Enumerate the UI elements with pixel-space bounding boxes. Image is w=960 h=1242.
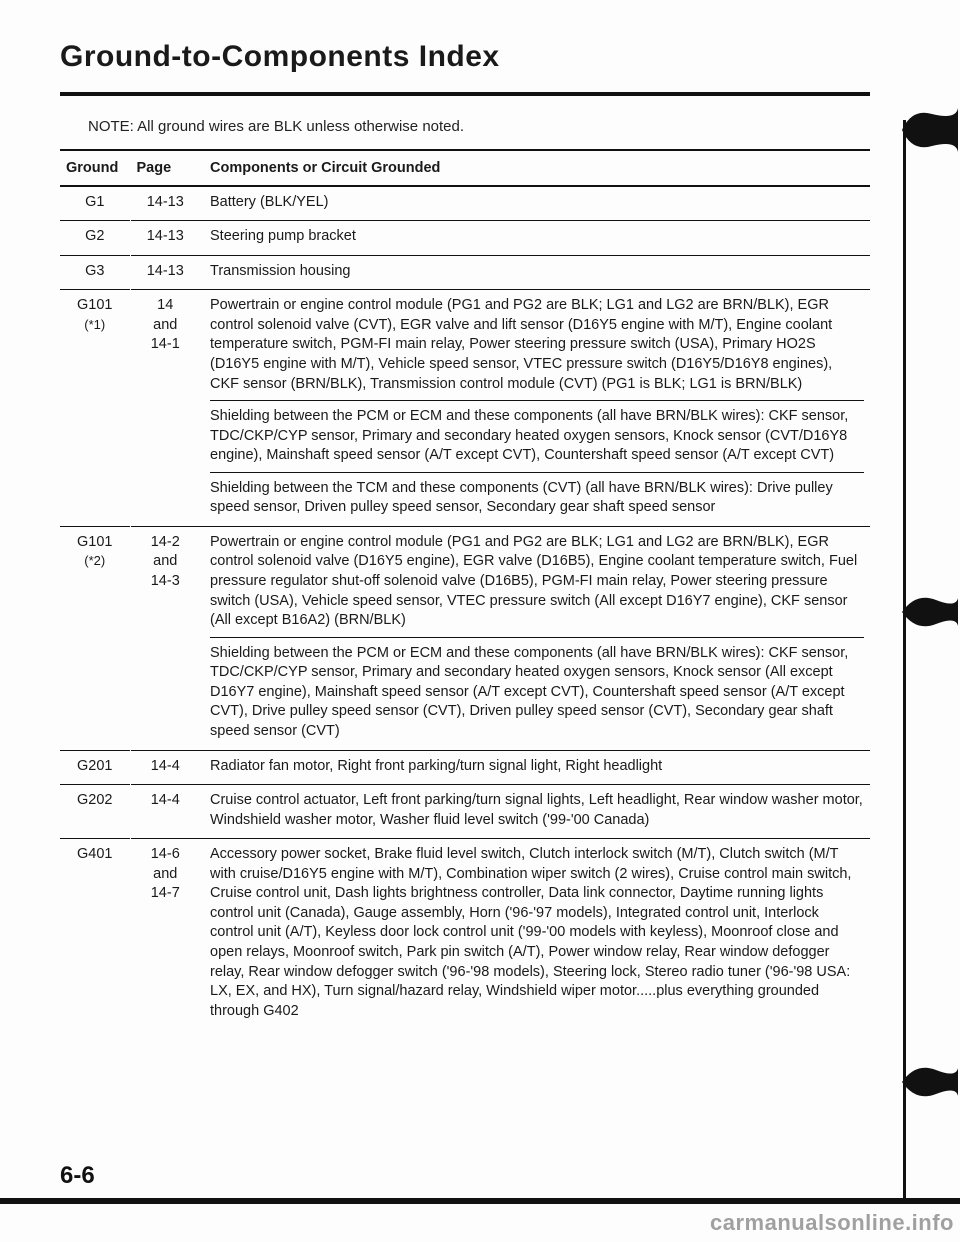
cell-ground: G1 bbox=[60, 186, 130, 221]
component-block: Accessory power socket, Brake fluid leve… bbox=[210, 845, 864, 1021]
cell-ground: G3 bbox=[60, 255, 130, 290]
cell-page: 14-2 and 14-3 bbox=[130, 526, 200, 750]
header-page: Page bbox=[130, 150, 200, 186]
table-row: G20214-4 Cruise control actuator, Left fr… bbox=[60, 785, 870, 839]
table-row: G314-13 Transmission housing bbox=[60, 255, 870, 290]
note-text: NOTE: All ground wires are BLK unless ot… bbox=[88, 118, 870, 135]
cell-page: 14 and 14-1 bbox=[130, 290, 200, 527]
right-edge-line bbox=[903, 120, 906, 1204]
page-title: Ground-to-Components Index bbox=[60, 40, 870, 74]
cell-ground: G201 bbox=[60, 750, 130, 785]
table-row: G40114-6 and 14-7Accessory power socket,… bbox=[60, 839, 870, 1030]
cell-ground: G202 bbox=[60, 785, 130, 839]
component-block: Battery (BLK/YEL) bbox=[210, 193, 864, 213]
document-page: Ground-to-Components Index NOTE: All gro… bbox=[0, 0, 960, 1029]
table-row: G114-13 Battery (BLK/YEL) bbox=[60, 186, 870, 221]
cell-components: Steering pump bracket bbox=[200, 221, 870, 256]
cell-components: Accessory power socket, Brake fluid leve… bbox=[200, 839, 870, 1030]
table-row: G20114-4 Radiator fan motor, Right front … bbox=[60, 750, 870, 785]
cell-components: Battery (BLK/YEL) bbox=[200, 186, 870, 221]
table-header-row: Ground Page Components or Circuit Ground… bbox=[60, 150, 870, 186]
header-ground: Ground bbox=[60, 150, 130, 186]
component-block: Steering pump bracket bbox=[210, 227, 864, 247]
binder-tab-icon bbox=[902, 108, 958, 152]
cell-page: 14-13 bbox=[130, 221, 200, 256]
cell-components: Cruise control actuator, Left front park… bbox=[200, 785, 870, 839]
title-rule bbox=[60, 92, 870, 96]
binder-tab-icon bbox=[902, 1060, 958, 1104]
ground-subscript: (*2) bbox=[66, 552, 124, 570]
cell-page: 14-13 bbox=[130, 186, 200, 221]
cell-page: 14-4 bbox=[130, 785, 200, 839]
cell-ground: G2 bbox=[60, 221, 130, 256]
ground-index-table: Ground Page Components or Circuit Ground… bbox=[60, 149, 870, 1029]
cell-page: 14-6 and 14-7 bbox=[130, 839, 200, 1030]
component-block: Radiator fan motor, Right front parking/… bbox=[210, 757, 864, 777]
table-body: G114-13 Battery (BLK/YEL) G214-13 Steering … bbox=[60, 186, 870, 1030]
cell-components: Transmission housing bbox=[200, 255, 870, 290]
cell-components: Radiator fan motor, Right front parking/… bbox=[200, 750, 870, 785]
cell-components: Powertrain or engine control module (PG1… bbox=[200, 290, 870, 527]
component-block: Shielding between the PCM or ECM and the… bbox=[210, 400, 864, 466]
binder-tab-icon bbox=[902, 590, 958, 634]
cell-ground: G101(*2) bbox=[60, 526, 130, 750]
component-block: Transmission housing bbox=[210, 262, 864, 282]
cell-ground: G401 bbox=[60, 839, 130, 1030]
table-row: G101(*1)14 and 14-1Powertrain or engine … bbox=[60, 290, 870, 527]
component-block: Powertrain or engine control module (PG1… bbox=[210, 296, 864, 394]
component-block: Powertrain or engine control module (PG1… bbox=[210, 533, 864, 631]
cell-ground: G101(*1) bbox=[60, 290, 130, 527]
table-row: G101(*2)14-2 and 14-3Powertrain or engin… bbox=[60, 526, 870, 750]
header-components: Components or Circuit Grounded bbox=[200, 150, 870, 186]
ground-subscript: (*1) bbox=[66, 316, 124, 334]
watermark-text: carmanualsonline.info bbox=[710, 1210, 954, 1236]
cell-page: 14-13 bbox=[130, 255, 200, 290]
table-row: G214-13 Steering pump bracket bbox=[60, 221, 870, 256]
component-block: Cruise control actuator, Left front park… bbox=[210, 791, 864, 830]
cell-page: 14-4 bbox=[130, 750, 200, 785]
bottom-rule bbox=[0, 1198, 960, 1204]
cell-components: Powertrain or engine control module (PG1… bbox=[200, 526, 870, 750]
component-block: Shielding between the PCM or ECM and the… bbox=[210, 637, 864, 742]
page-number: 6-6 bbox=[60, 1162, 95, 1190]
component-block: Shielding between the TCM and these comp… bbox=[210, 472, 864, 518]
